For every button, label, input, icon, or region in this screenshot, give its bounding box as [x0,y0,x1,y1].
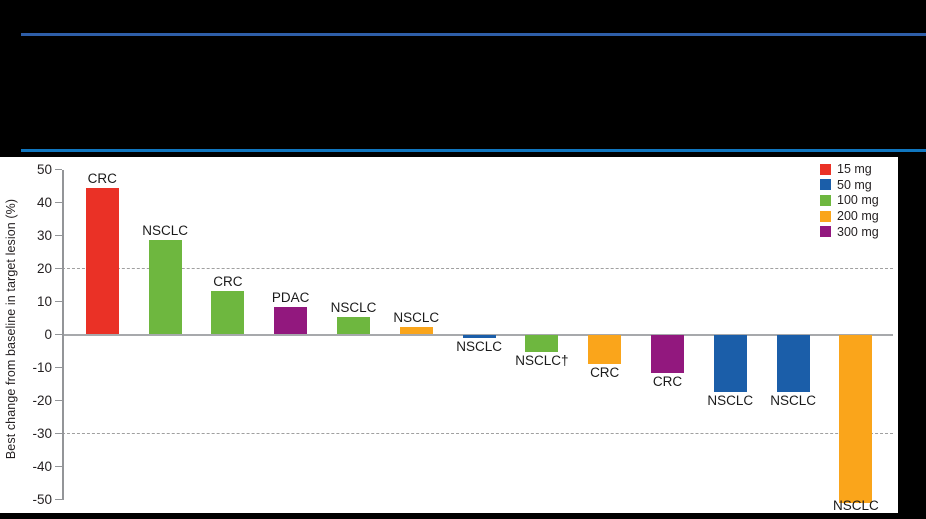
legend-swatch [820,194,831,206]
legend-label: 50 mg [837,177,872,192]
bar [839,334,873,503]
legend-swatch [820,163,831,175]
y-tick-label: -40 [32,458,52,474]
legend-label: 100 mg [837,193,879,208]
header-top-rule [21,33,926,36]
y-tick-label: 40 [36,194,52,210]
bar-label: NSCLC† [515,352,569,368]
bar [148,240,182,335]
y-tick [55,366,62,369]
waterfall-chart-panel: Best change from baseline in target lesi… [0,157,898,513]
bar [462,334,496,339]
bar [337,317,370,335]
bar [713,334,747,392]
legend-label: 200 mg [837,209,879,224]
legend-label: 15 mg [837,162,872,176]
legend-label: 300 mg [837,224,879,239]
bar-label: NSCLC [770,393,816,409]
y-tick [55,267,62,270]
y-tick-label: 50 [36,161,52,177]
y-tick-label: 30 [36,227,52,243]
y-tick-label: 20 [36,260,52,276]
bar [211,290,245,335]
bar-label: NSCLC [142,223,188,239]
legend-row: 100 mg [820,193,879,208]
bar-label: PDAC [271,290,310,306]
bar-label: NSCLC [393,309,440,325]
y-tick-label: 10 [36,293,52,309]
y-tick [55,498,62,501]
reference-line [62,267,893,269]
legend-row: 15 mg [820,163,872,175]
bar [85,187,119,335]
bar-label: CRC [87,170,117,186]
y-tick [55,399,62,402]
bar [399,326,433,335]
bar-label: NSCLC [456,339,502,355]
bar [588,334,622,364]
bar [525,334,559,352]
y-tick [55,432,62,435]
bar [274,307,308,335]
y-axis-line [62,169,64,500]
y-tick [55,201,62,204]
bar [776,334,810,393]
reference-line [62,432,893,434]
y-tick-label: 0 [44,326,52,342]
y-tick-label: -20 [32,392,52,408]
y-tick-label: -30 [32,425,52,441]
y-tick [55,333,62,336]
bar-label: CRC [652,374,683,390]
bar-label: NSCLC [707,392,754,408]
legend-row: 200 mg [820,210,879,222]
legend-row: 50 mg [820,177,872,192]
y-tick [55,168,62,171]
legend-row: 300 mg [820,226,879,238]
y-tick [55,465,62,468]
bar-label: CRC [590,364,620,380]
bar-label: CRC [213,273,243,289]
header-bottom-rule [21,149,926,152]
bar-label: NSCLC [330,300,377,316]
bar-label: NSCLC [833,498,879,513]
legend-swatch [820,226,831,238]
plot-area: 50 40 30 20 10 0 -10 -20 -30 -40 -50 CRC NSCLC CRC PDA… [0,157,898,513]
y-tick-label: -10 [32,359,52,375]
y-tick [55,234,62,237]
y-tick [55,300,62,303]
legend-swatch [820,210,831,222]
legend-swatch [820,179,831,191]
y-tick-label: -50 [32,491,52,507]
bar [651,334,684,374]
